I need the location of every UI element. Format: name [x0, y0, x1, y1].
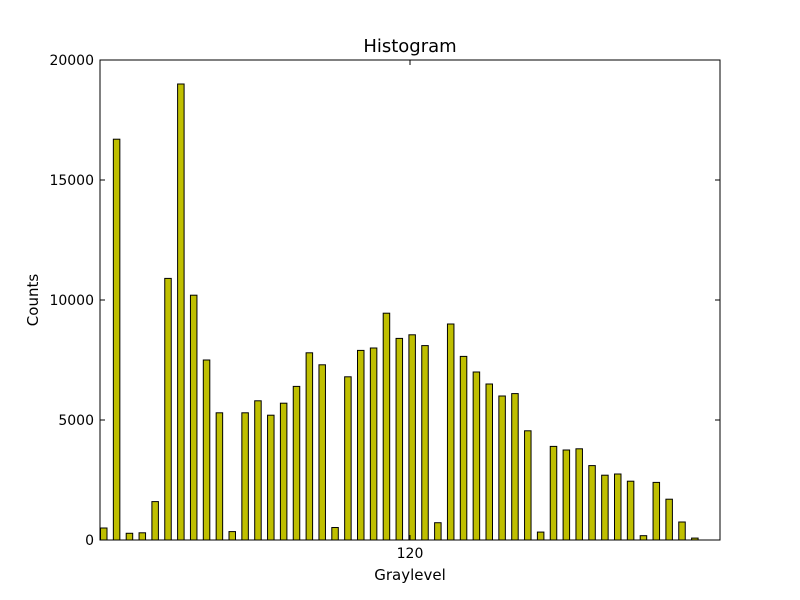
- y-tick-label: 20000: [49, 53, 94, 69]
- histogram-bar: [652, 481, 661, 541]
- histogram-bar: [446, 323, 455, 541]
- x-axis-ticks: 120: [397, 60, 424, 562]
- histogram-bar: [318, 364, 326, 541]
- histogram-bar: [678, 521, 686, 541]
- y-tick-label: 0: [85, 533, 94, 549]
- histogram-bar: [241, 412, 249, 541]
- histogram-bar: [254, 400, 262, 541]
- histogram-bar: [562, 449, 571, 541]
- histogram-bar: [421, 345, 429, 541]
- histogram-bar: [472, 371, 481, 541]
- histogram-bar: [357, 349, 365, 541]
- histogram-bar: [588, 465, 596, 541]
- histogram-bar: [228, 531, 236, 541]
- x-axis-label: Graylevel: [374, 566, 446, 584]
- y-tick-label: 5000: [58, 413, 94, 429]
- y-axis-ticks: 0 5000 10000 15000 20000: [49, 53, 720, 549]
- histogram-bar: [100, 527, 108, 541]
- histogram-bar: [305, 352, 314, 541]
- histogram-bar: [614, 473, 622, 541]
- histogram-bar: [215, 412, 224, 541]
- histogram-bar: [279, 402, 288, 541]
- histogram-bar: [267, 414, 275, 541]
- y-axis-label: Counts: [24, 274, 42, 327]
- histogram-bar: [575, 448, 583, 541]
- histogram-bar: [292, 385, 301, 541]
- x-tick-label: 120: [397, 546, 424, 562]
- y-tick-label: 15000: [49, 173, 94, 189]
- histogram-bar: [189, 294, 198, 541]
- histogram-bar: [626, 480, 635, 541]
- histogram-bar: [524, 430, 532, 541]
- histogram-bar: [112, 138, 121, 541]
- histogram-bar: [331, 527, 339, 541]
- histogram-bar: [382, 312, 391, 541]
- histogram-bar: [601, 474, 609, 541]
- histogram-bar: [536, 531, 545, 541]
- histogram-bar: [408, 334, 416, 541]
- histogram-bar: [485, 383, 493, 541]
- chart-title: Histogram: [363, 36, 456, 57]
- histogram-bar: [125, 532, 134, 541]
- histogram-bar: [138, 532, 147, 541]
- histogram-bar: [202, 359, 211, 541]
- histogram-bar: [511, 393, 519, 541]
- histogram-bar: [498, 395, 506, 541]
- histogram-bar: [665, 498, 673, 541]
- histogram-bar: [639, 535, 648, 541]
- histogram-bar: [164, 277, 172, 541]
- histogram-bar: [395, 337, 404, 541]
- bar-group: [100, 83, 699, 541]
- histogram-bar: [344, 376, 352, 541]
- histogram-bar: [369, 347, 378, 541]
- histogram-bar: [459, 355, 468, 541]
- histogram-bar: [151, 501, 159, 541]
- histogram-bar: [177, 83, 185, 541]
- y-tick-label: 10000: [49, 293, 94, 309]
- histogram-bar: [434, 522, 442, 541]
- histogram-bar: [549, 445, 558, 541]
